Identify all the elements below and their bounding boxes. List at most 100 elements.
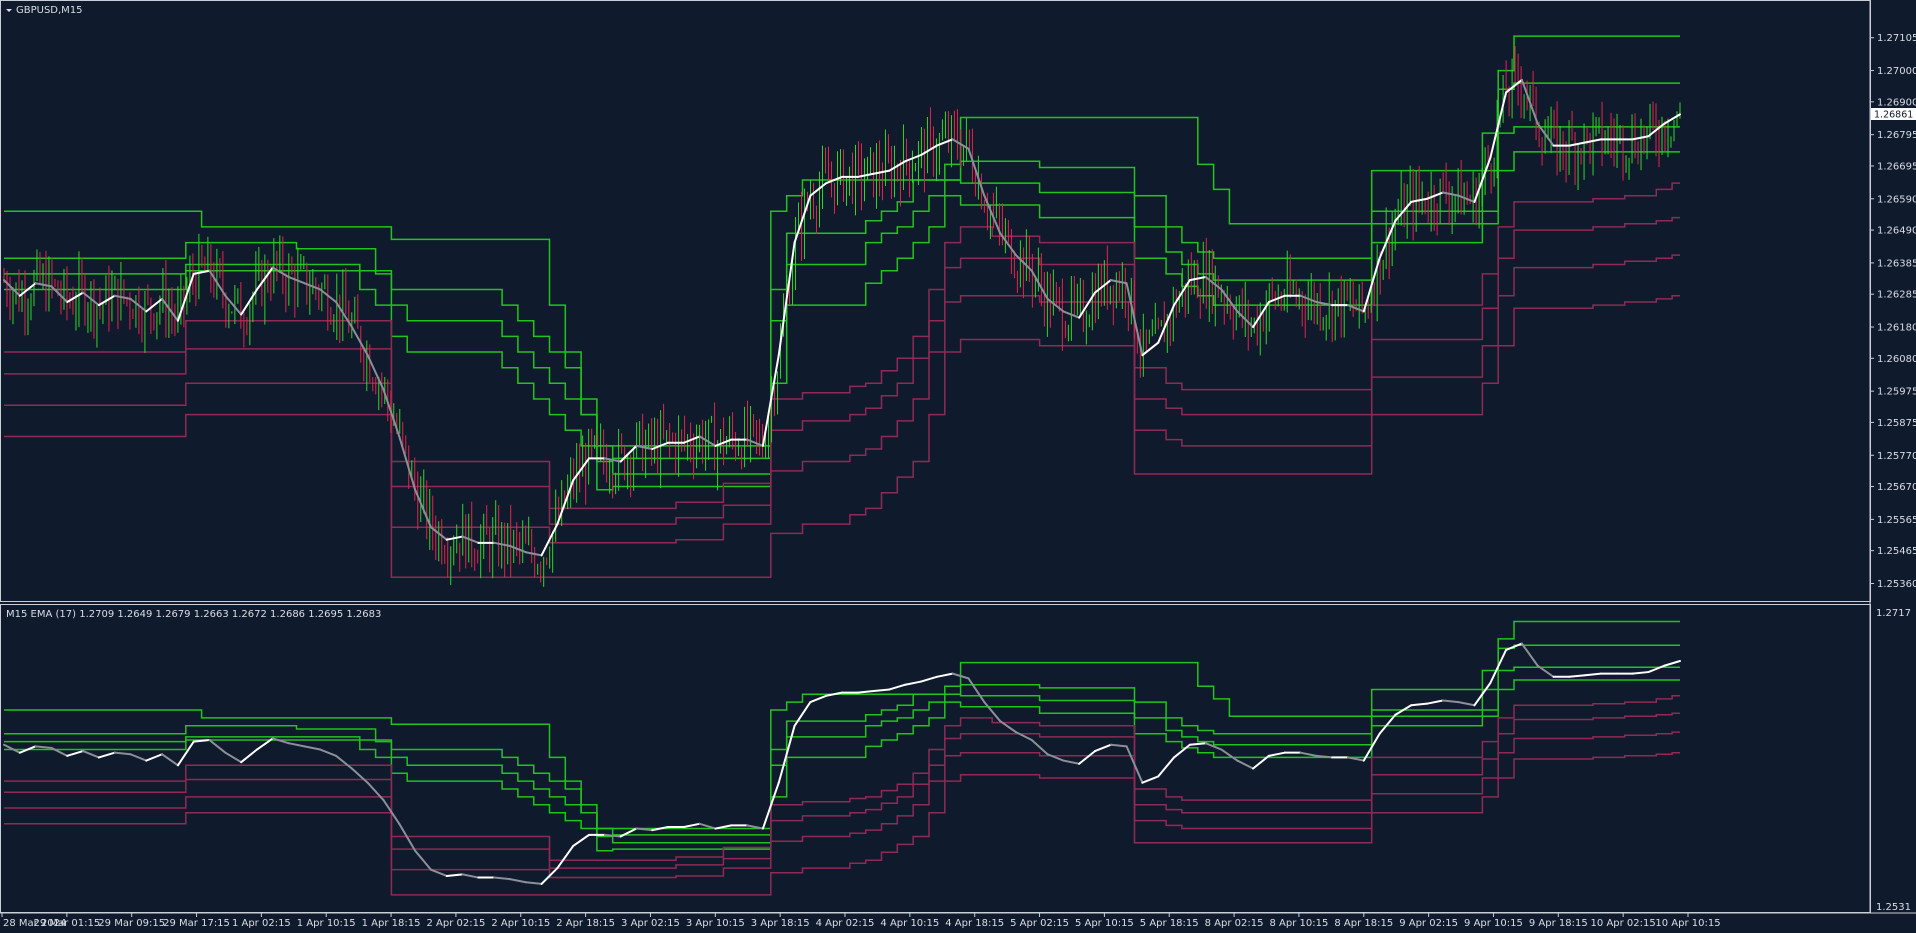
- y-tick-label: 1.27000: [1877, 66, 1916, 77]
- band-line-lower-3: [4, 254, 1680, 544]
- ema-segment: [714, 438, 733, 447]
- ema-segment: [34, 282, 53, 288]
- ema-segment: [1125, 282, 1144, 357]
- ema-segment: [1520, 78, 1539, 125]
- sub-ema-segment: [698, 822, 717, 830]
- sub-ema-segment: [1299, 751, 1318, 757]
- ema-segment: [1631, 135, 1650, 141]
- y-tick-label: 1.25465: [1877, 546, 1916, 557]
- ema-segment: [350, 326, 369, 357]
- sub-ema-segment: [1520, 642, 1539, 667]
- ema-segment: [904, 154, 923, 163]
- sub-ema-segment: [1252, 754, 1270, 770]
- sub-ema-segment: [572, 833, 591, 847]
- sub-ema-segment: [1157, 756, 1176, 778]
- ema-segment: [809, 182, 828, 197]
- x-tick-label: 5 Apr 18:15: [1140, 918, 1199, 929]
- sub-ema-segment: [1093, 743, 1112, 753]
- ema-segment: [872, 169, 891, 175]
- ema-segment: [335, 301, 353, 329]
- ema-segment: [1473, 157, 1492, 203]
- ema-segment: [66, 291, 85, 303]
- ema-segment: [856, 172, 875, 178]
- ema-segment: [761, 354, 780, 447]
- triangle-down-icon[interactable]: [6, 9, 12, 12]
- x-tick-label: 4 Apr 18:15: [945, 918, 1004, 929]
- sub-ema-segment: [1062, 759, 1081, 765]
- ema-segment: [319, 288, 338, 303]
- sub-ema-segment: [1378, 713, 1397, 735]
- ema-segment: [97, 294, 116, 307]
- ema-segment: [635, 444, 654, 450]
- ema-segment: [1410, 197, 1429, 203]
- sub-ema-segment: [856, 690, 875, 694]
- sub-ema-segment: [682, 822, 701, 828]
- sub-ema-segment: [1631, 671, 1650, 675]
- sub-ema-segment: [1473, 682, 1492, 707]
- sub-ema-segment: [240, 748, 258, 764]
- ema-segment: [461, 535, 480, 544]
- y-tick-label: 1.25975: [1877, 387, 1916, 398]
- sub-ema-segment: [1505, 642, 1523, 651]
- ema-segment: [556, 479, 575, 526]
- ema-segment: [1441, 191, 1460, 197]
- sub-band-upper-1: [4, 620, 1680, 830]
- sub-axis-bottom: 1.2531: [1876, 902, 1911, 913]
- sub-axis-top: 1.2717: [1876, 608, 1911, 619]
- x-tick-label: 9 Apr 10:15: [1464, 918, 1523, 929]
- sub-ema-segment: [1441, 699, 1460, 704]
- sub-ema-segment: [398, 822, 417, 852]
- sub-ema-segment: [82, 750, 100, 759]
- x-tick-label: 1 Apr 10:15: [297, 918, 356, 929]
- sub-band-upper-3: [4, 666, 1680, 844]
- sub-ema-segment: [1141, 775, 1160, 784]
- ema-segment: [1663, 113, 1681, 125]
- main-pane-frame: [0, 0, 1871, 602]
- sub-ema-segment: [129, 753, 148, 762]
- ema-segment: [493, 541, 511, 547]
- sub-ema-segment: [1188, 742, 1207, 746]
- ema-segment: [651, 441, 670, 450]
- sub-ema-segment: [208, 739, 227, 754]
- ema-segment: [682, 435, 701, 444]
- sub-ema-segment: [1568, 674, 1587, 678]
- sub-ema-segment: [1236, 759, 1255, 770]
- sub-band-lower-1: [4, 695, 1680, 861]
- sub-ema-segment: [192, 739, 211, 743]
- ema-segment: [129, 297, 148, 313]
- ema-segment: [429, 526, 448, 541]
- sub-ema-segment: [1014, 731, 1033, 742]
- sub-ema-segment: [825, 691, 843, 697]
- ema-segment: [1236, 310, 1255, 329]
- sub-band-upper-2: [4, 644, 1680, 836]
- sub-band-lower-4: [4, 751, 1680, 896]
- sub-ema-segment: [287, 742, 306, 748]
- x-tick-label: 4 Apr 10:15: [880, 918, 939, 929]
- ema-segment: [18, 282, 37, 297]
- sub-ema-segment: [935, 672, 954, 678]
- ema-segment: [1078, 291, 1096, 319]
- ema-segment: [1647, 122, 1666, 138]
- sub-ema-segment: [888, 683, 907, 691]
- price-tag-background: [1871, 108, 1916, 120]
- ema-segment: [920, 144, 938, 156]
- ema-segment: [1378, 219, 1397, 260]
- sub-ema-segment: [920, 675, 938, 683]
- y-tick-label: 1.26590: [1877, 194, 1916, 205]
- ema-segment: [1062, 310, 1081, 319]
- ema-segment: [1489, 91, 1508, 160]
- symbol-dropdown[interactable]: GBPUSD,M15: [6, 5, 83, 16]
- sub-ema-segment: [1078, 750, 1096, 765]
- x-tick-label: 10 Apr 02:15: [1591, 918, 1656, 929]
- ema-segment: [1315, 301, 1334, 307]
- ema-segment: [1157, 304, 1176, 344]
- x-tick-label: 9 Apr 02:15: [1399, 918, 1458, 929]
- sub-band-lower-3: [4, 731, 1680, 879]
- ema-segment: [572, 457, 591, 482]
- main-envelope-bands: [4, 35, 1680, 578]
- y-tick-label: 1.26180: [1877, 323, 1916, 334]
- ema-segment: [1173, 279, 1191, 307]
- x-tick-label: 3 Apr 10:15: [686, 918, 745, 929]
- ema-segment: [1014, 254, 1033, 272]
